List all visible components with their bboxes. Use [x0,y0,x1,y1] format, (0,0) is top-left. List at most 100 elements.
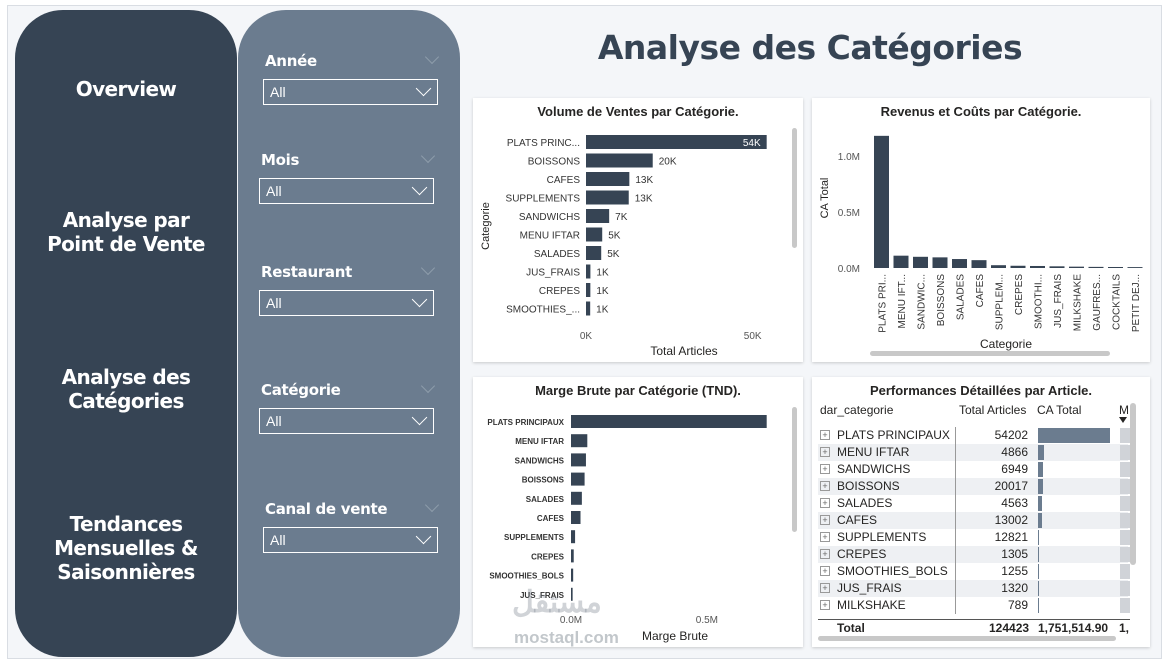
col-header-m[interactable]: M [1119,403,1129,417]
expand-icon[interactable]: + [820,566,830,576]
expand-icon[interactable]: + [820,447,830,457]
category-label: PLATS PRI... [878,274,889,333]
marge-bar [571,472,585,486]
marge-brute-scrollbar[interactable] [792,407,797,532]
revenue-bar [1030,265,1045,268]
category-label: PETIT DEJ... [1131,274,1142,332]
revenue-bar [1088,266,1104,268]
filter-restaurant-select[interactable]: All [259,290,434,316]
total-label: Total [837,621,865,635]
volume-ventes-chart: PLATS PRINC... 54K BOISSONS 20K CAFES 13K SUPP… [480,135,767,358]
row-total-articles: 13002 [994,513,1028,527]
row-category: SALADES [837,496,893,510]
marge-bar [571,530,576,544]
table-row[interactable]: + MILKSHAKE 789 [818,597,1130,614]
revenus-couts-scrollbar[interactable] [870,351,1110,356]
table-row[interactable]: + PLATS PRINCIPAUX 54202 [818,427,1130,444]
volume-bar [586,172,630,186]
col-header-categorie[interactable]: dar_categorie [820,403,894,417]
filter-categorie-select[interactable]: All [259,408,434,434]
total-divider [818,619,1130,620]
x-tick-label: 0K [580,331,593,342]
data-label: 13K [635,175,653,186]
table-row[interactable]: + SMOOTHIES_BOLS 1255 [818,563,1130,580]
row-category: MENU IFTAR [837,445,910,459]
expand-icon[interactable]: + [820,583,830,593]
category-label: CAFES [975,274,986,308]
expand-icon[interactable]: + [820,549,830,559]
revenus-couts-title: Revenus et Coûts par Catégorie. [880,104,1082,119]
volume-ventes-scrollbar[interactable] [792,128,797,248]
ca-databar [1038,479,1044,494]
table-row[interactable]: + SUPPLEMENTS 12821 [818,529,1130,546]
category-label: BOISSONS [522,476,565,485]
category-label: PLATS PRINC... [507,138,580,149]
revenue-bar [1049,266,1065,268]
expand-icon[interactable]: + [820,430,830,440]
ca-databar [1038,462,1044,477]
nav-overview-button[interactable]: Overview [15,77,237,101]
data-label: 1K [596,286,609,297]
column-divider [955,444,956,461]
total-m-value: 1, [1119,621,1130,635]
nav-categories-button[interactable]: Analyse des Catégories [15,365,237,413]
category-label: SALADES [526,495,565,504]
expand-icon[interactable]: + [820,481,830,491]
category-label: CREPES [1014,274,1025,315]
chevron-down-icon [411,291,428,308]
nav-tendances-button[interactable]: Tendances Mensuelles & Saisonnières [15,512,237,584]
performances-title: Performances Détaillées par Article. [869,383,1093,398]
expand-icon[interactable]: + [820,498,830,508]
filter-mois-select[interactable]: All [259,178,434,204]
sort-desc-icon[interactable] [1119,417,1127,423]
table-scrollbar-vertical[interactable] [1130,403,1136,565]
ca-databar [1038,581,1039,596]
marge-brute-card[interactable]: Marge Brute par Catégorie (TND). PLATS P… [473,377,803,647]
marge-bar [571,587,573,601]
filter-annee-select[interactable]: All [263,79,438,105]
watermark-latin: mostaql.com [514,628,619,647]
marge-bar [571,434,588,448]
expand-icon[interactable]: + [820,464,830,474]
column-divider [955,597,956,614]
expand-icon[interactable]: + [820,515,830,525]
category-label: JUS_FRAIS [1053,274,1064,328]
y-axis-title: Categorie [480,202,492,250]
expand-icon[interactable]: + [820,532,830,542]
table-scrollbar-horizontal[interactable] [818,636,1116,641]
table-row[interactable]: + CREPES 1305 [818,546,1130,563]
revenue-bar [874,135,889,268]
m-databar [1120,564,1130,579]
filter-annee-value: All [270,84,286,100]
revenus-couts-card[interactable]: Revenus et Coûts par Catégorie. 0.0M 0.5M… [812,98,1150,362]
marge-bar [571,549,574,563]
revenus-couts-chart: 0.0M 0.5M 1.0M PLATS PRI... MENU IFT... SANDW… [819,135,1143,351]
row-total-articles: 54202 [994,428,1028,442]
volume-ventes-card[interactable]: Volume de Ventes par Catégorie. PLATS PR… [473,98,803,362]
data-label: 7K [615,212,628,223]
revenue-bar [932,257,948,268]
row-category: SANDWICHS [837,462,911,476]
table-row[interactable]: + SANDWICHS 6949 [818,461,1130,478]
expand-icon[interactable]: + [820,600,830,610]
category-label: SMOOTHI... [1034,274,1045,329]
y-tick-label: 1.0M [838,152,860,163]
table-row[interactable]: + MENU IFTAR 4866 [818,444,1130,461]
col-header-total-articles[interactable]: Total Articles [959,403,1027,417]
table-row[interactable]: + JUS_FRAIS 1320 [818,580,1130,597]
revenue-bar [893,255,909,268]
table-row[interactable]: + BOISSONS 20017 [818,478,1130,495]
x-tick-label: 0.5M [696,615,718,626]
table-row[interactable]: + SALADES 4563 [818,495,1130,512]
col-header-ca-total[interactable]: CA Total [1037,403,1082,417]
revenue-bar [952,259,967,268]
x-tick-label: 50K [744,331,762,342]
performances-card[interactable]: Performances Détaillées par Article. dar… [812,377,1150,647]
revenue-bar [1069,266,1084,268]
category-label: COCKTAILS [1112,274,1123,330]
category-label: PLATS PRINCIPAUX [487,418,564,427]
filter-canal-select[interactable]: All [263,527,438,553]
m-databar [1120,513,1130,528]
nav-point-de-vente-button[interactable]: Analyse par Point de Vente [15,208,237,256]
table-row[interactable]: + CAFES 13002 [818,512,1130,529]
